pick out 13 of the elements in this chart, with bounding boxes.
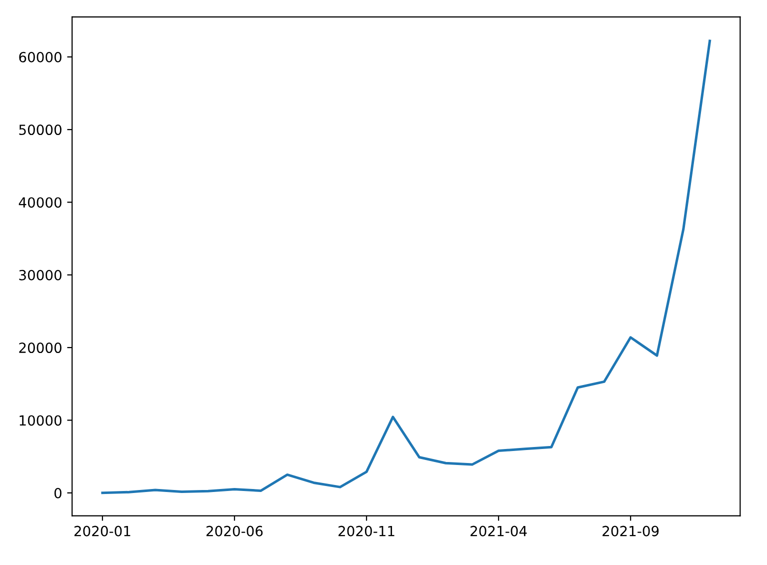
x-tick-label: 2021-09: [602, 526, 659, 536]
y-tick-label: 10000: [20, 415, 62, 426]
y-tick-label: 30000: [19, 270, 62, 280]
y-tick-label: 60000: [19, 52, 62, 62]
line-series: [101, 40, 712, 494]
y-tick-label: 40000: [18, 197, 62, 208]
y-tick-label: 50000: [19, 124, 62, 136]
y-tick-label: 0: [54, 488, 62, 498]
y-tick-label: 20000: [19, 342, 62, 354]
x-tick-label: 2021-04: [470, 526, 527, 536]
x-tick-label: 2020-01: [74, 526, 130, 536]
x-tick-label: 2020-06: [206, 526, 263, 536]
x-tick-label: 2020-11: [338, 526, 394, 536]
